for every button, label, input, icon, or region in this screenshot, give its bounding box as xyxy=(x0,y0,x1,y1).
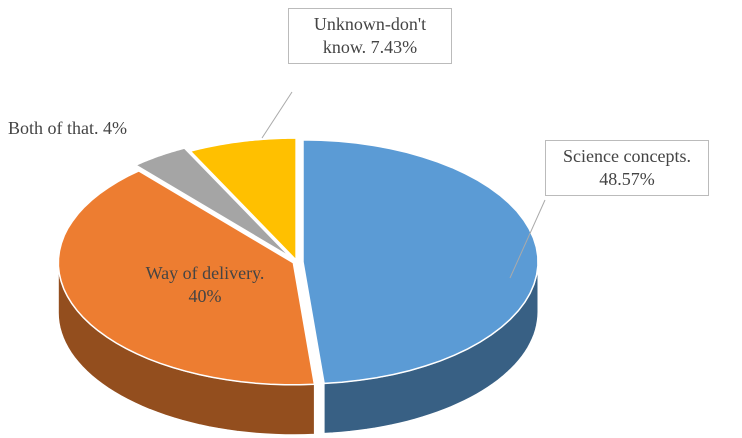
slice xyxy=(302,139,539,434)
category-label: Way of delivery. xyxy=(145,263,265,283)
slice-top xyxy=(134,147,291,258)
leader-line xyxy=(509,199,546,279)
slice-label: Science concepts. 48.57% xyxy=(545,140,709,196)
slice-top xyxy=(188,137,297,262)
slice-top xyxy=(57,170,316,386)
slice-label: Both of that. 4% xyxy=(8,117,127,140)
slice-top xyxy=(302,139,539,385)
category-label: Science concepts. xyxy=(563,146,691,166)
value-label: 7.43% xyxy=(370,37,418,57)
value-label: 48.57% xyxy=(599,169,655,189)
slice xyxy=(134,147,291,258)
slice-label: Unknown-don't know. 7.43% xyxy=(288,8,452,64)
leader-line xyxy=(261,91,293,139)
value-label: 4% xyxy=(103,118,127,138)
category-label: Unknown-don't know. xyxy=(313,14,427,57)
slice xyxy=(188,137,297,262)
category-label: Both of that. xyxy=(8,118,99,138)
pie xyxy=(57,137,539,436)
value-label: 40% xyxy=(188,286,222,306)
slice xyxy=(57,170,316,436)
slice-label: Way of delivery. 40% xyxy=(95,262,315,308)
